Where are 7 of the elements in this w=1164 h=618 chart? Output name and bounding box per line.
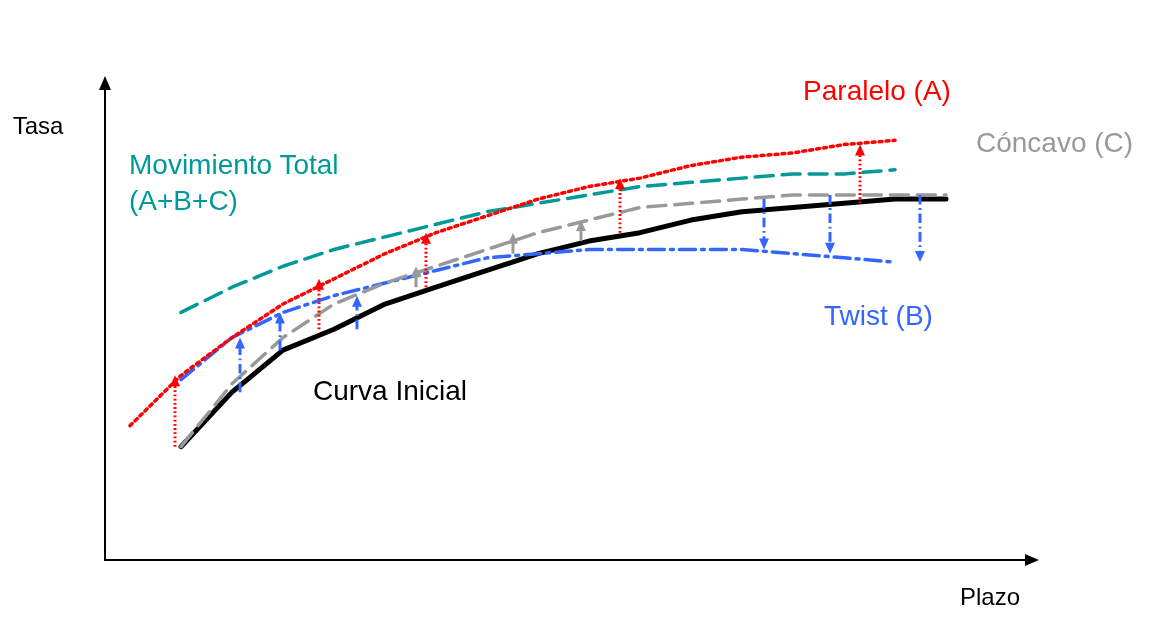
series-label: Cóncavo (C) [976, 127, 1134, 159]
x-axis-title: Plazo [959, 582, 1021, 610]
y-axis-title: Tasa [12, 111, 64, 139]
series-label: Movimiento Total (A+B+C) [129, 148, 347, 216]
series-label: Curva Inicial [313, 374, 468, 406]
series-label: Twist (B) [824, 300, 933, 332]
series-label: Paralelo (A) [803, 74, 951, 106]
